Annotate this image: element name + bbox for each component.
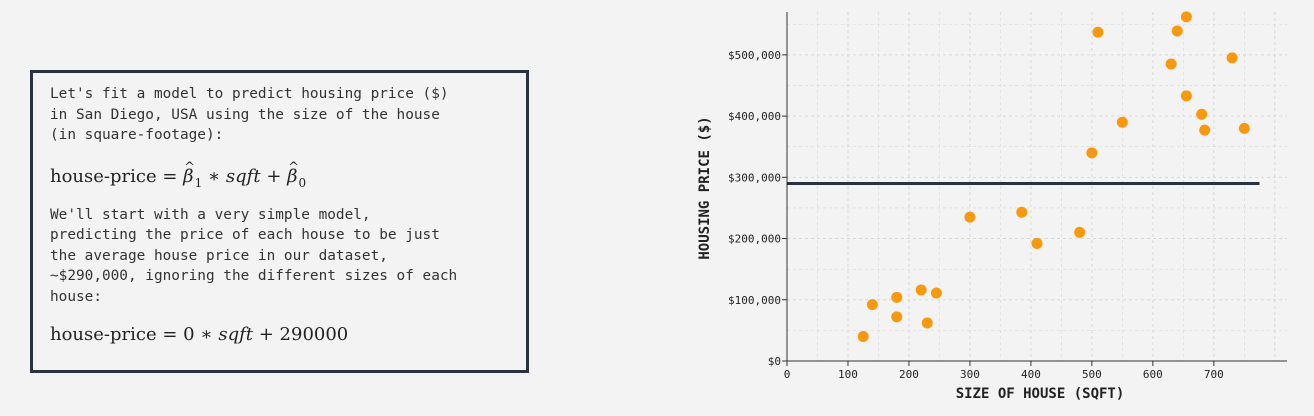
y-tick-label: $400,000 bbox=[728, 110, 781, 123]
eq1-plus: + bbox=[266, 165, 282, 187]
x-tick-label: 700 bbox=[1204, 368, 1224, 381]
body-line-3: the average house price in our dataset, bbox=[50, 247, 388, 264]
data-point bbox=[1180, 90, 1192, 102]
eq1-times: ∗ bbox=[207, 165, 221, 187]
body-line-5: house: bbox=[50, 288, 102, 305]
x-tick-label: 200 bbox=[899, 368, 919, 381]
x-tick-label: 0 bbox=[784, 368, 791, 381]
eq2-lhs: house-price bbox=[50, 324, 157, 345]
data-point bbox=[930, 287, 942, 299]
eq1-var: sqft bbox=[225, 165, 261, 187]
explanation-content: Let's fit a model to predict housing pri… bbox=[50, 84, 520, 347]
data-points bbox=[857, 11, 1250, 343]
data-point bbox=[1226, 52, 1238, 64]
y-tick-label: $200,000 bbox=[728, 233, 781, 246]
y-tick-label: $0 bbox=[768, 355, 781, 368]
x-axis-label: SIZE OF HOUSE (SQFT) bbox=[956, 386, 1125, 402]
data-point bbox=[891, 291, 903, 303]
eq2-var: sqft bbox=[218, 324, 253, 345]
x-tick-label: 300 bbox=[960, 368, 980, 381]
eq1-beta0: β bbox=[287, 165, 298, 187]
axes: 0 100 200 300 400 500 600 700 $0 $100,000 $200,000… bbox=[728, 12, 1287, 381]
intro-line-2: in San Diego, USA using the size of the … bbox=[50, 106, 440, 123]
data-point bbox=[1165, 58, 1177, 70]
body-line-2: predicting the price of each house to be… bbox=[50, 227, 440, 243]
eq2-times: ∗ bbox=[200, 324, 213, 345]
grid bbox=[787, 12, 1287, 361]
data-point bbox=[964, 211, 976, 223]
model-equation: house-price = β1 ∗ sqft + β0 bbox=[50, 156, 520, 190]
data-point bbox=[1016, 206, 1028, 218]
simple-model-equation: house-price = 0 ∗ sqft + 290000 bbox=[50, 324, 349, 345]
eq2-intercept: 290000 bbox=[279, 324, 349, 345]
x-tick-label: 600 bbox=[1143, 368, 1163, 381]
body-line-1: We'll start with a very simple model, bbox=[50, 206, 371, 223]
body-text: We'll start with a very simple model, pr… bbox=[50, 205, 520, 308]
y-axis-label: HOUSING PRICE ($) bbox=[697, 116, 713, 259]
data-point bbox=[921, 317, 933, 329]
data-point bbox=[1171, 25, 1183, 37]
x-tick-label: 100 bbox=[838, 368, 858, 381]
data-point bbox=[1199, 124, 1211, 136]
eq2-plus: + bbox=[258, 324, 274, 345]
data-point bbox=[857, 331, 869, 343]
eq1-beta1-sub: 1 bbox=[194, 175, 203, 190]
intro-line-3: (in square-footage): bbox=[50, 127, 224, 143]
data-point bbox=[891, 311, 903, 323]
data-point bbox=[915, 284, 927, 296]
y-tick-label: $100,000 bbox=[728, 294, 781, 307]
data-point bbox=[1180, 11, 1192, 23]
eq1-beta0-sub: 0 bbox=[298, 175, 307, 190]
data-point bbox=[1031, 237, 1043, 249]
data-point bbox=[1086, 147, 1098, 159]
data-point bbox=[1074, 226, 1086, 238]
data-point bbox=[1238, 122, 1250, 134]
eq1-lhs: house-price bbox=[50, 165, 157, 187]
eq2-coef: 0 bbox=[183, 324, 195, 345]
explanation-panel: Let's fit a model to predict housing pri… bbox=[30, 70, 529, 373]
scatter-chart: 0 100 200 300 400 500 600 700 $0 $100,000 $200,000… bbox=[697, 11, 1287, 402]
body-line-4: ~$290,000, ignoring the different sizes … bbox=[50, 268, 458, 284]
y-tick-label: $300,000 bbox=[728, 171, 781, 184]
data-point bbox=[1092, 26, 1104, 38]
data-point bbox=[866, 299, 878, 311]
y-tick-label: $500,000 bbox=[728, 49, 781, 62]
eq1-beta1: β bbox=[183, 165, 194, 187]
data-point bbox=[1196, 108, 1208, 120]
data-point bbox=[1116, 116, 1128, 128]
x-tick-label: 500 bbox=[1082, 368, 1102, 381]
intro-line-1: Let's fit a model to predict housing pri… bbox=[50, 86, 449, 102]
x-tick-label: 400 bbox=[1021, 368, 1041, 381]
